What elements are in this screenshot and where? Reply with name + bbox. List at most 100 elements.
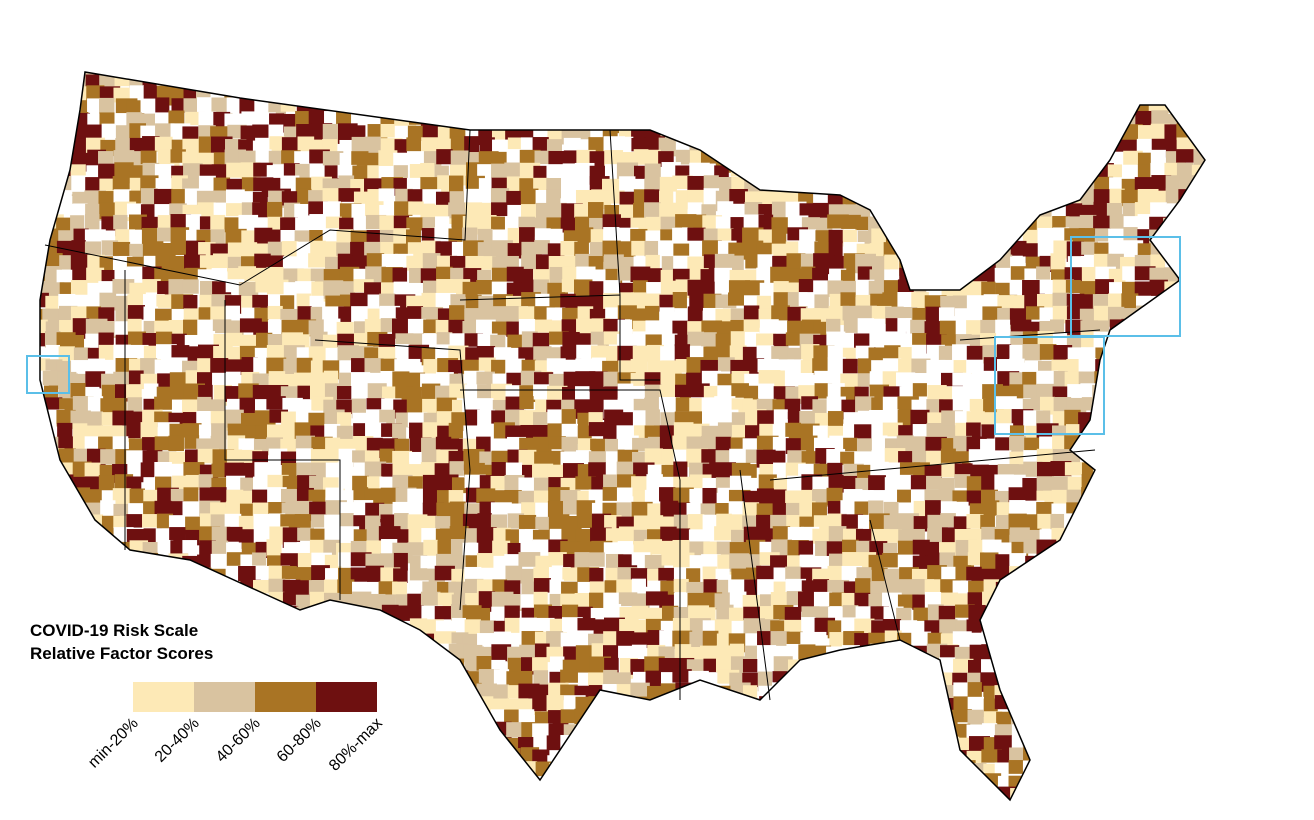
county <box>675 190 691 205</box>
county <box>435 372 454 387</box>
county <box>855 799 875 800</box>
county <box>1106 477 1125 492</box>
county <box>941 137 959 158</box>
county <box>380 659 402 673</box>
county <box>743 735 760 752</box>
county <box>56 786 74 800</box>
county <box>379 448 394 463</box>
county <box>1207 61 1225 80</box>
county <box>113 799 135 800</box>
county <box>364 318 385 337</box>
county <box>868 672 888 686</box>
county <box>885 724 900 741</box>
county <box>604 72 624 82</box>
county <box>154 593 171 608</box>
county <box>337 333 359 347</box>
county <box>142 279 161 293</box>
county <box>1009 566 1029 586</box>
legend-swatch <box>316 682 377 712</box>
county <box>1193 488 1205 507</box>
county <box>1037 749 1055 770</box>
county <box>687 72 705 80</box>
county <box>226 617 248 633</box>
county <box>40 711 45 733</box>
county <box>294 203 309 220</box>
county <box>224 409 244 428</box>
county <box>1023 578 1043 593</box>
county <box>490 749 508 767</box>
county <box>703 748 723 763</box>
county <box>785 87 801 101</box>
county <box>645 802 662 820</box>
county <box>840 292 856 308</box>
county <box>1108 397 1127 416</box>
county <box>770 149 788 166</box>
county <box>1079 110 1097 128</box>
county <box>547 72 564 80</box>
county <box>213 657 236 677</box>
county <box>1065 657 1087 678</box>
county <box>408 643 429 664</box>
county <box>897 763 912 781</box>
county <box>112 279 135 294</box>
county <box>883 125 904 144</box>
county <box>198 136 213 157</box>
county <box>910 475 927 492</box>
county <box>450 73 472 91</box>
county <box>548 150 565 169</box>
county <box>392 656 410 677</box>
county <box>211 268 227 283</box>
county <box>854 723 873 744</box>
county <box>1024 799 1046 800</box>
county <box>773 802 793 818</box>
county <box>1023 177 1044 199</box>
county <box>1191 775 1205 793</box>
county <box>952 113 968 128</box>
county <box>421 708 438 724</box>
county <box>644 189 660 206</box>
county <box>644 202 661 220</box>
county <box>729 136 745 153</box>
county <box>1148 672 1164 687</box>
county <box>1094 422 1117 440</box>
county <box>394 201 413 216</box>
county <box>982 138 998 156</box>
county <box>644 788 663 800</box>
county <box>40 358 51 373</box>
county <box>770 723 786 741</box>
county <box>465 294 482 310</box>
county <box>40 347 51 362</box>
county <box>1050 721 1069 738</box>
county <box>1009 152 1029 171</box>
county <box>882 761 902 777</box>
county <box>1204 565 1205 580</box>
county <box>701 708 722 722</box>
county <box>731 710 747 726</box>
legend-swatch <box>194 682 255 712</box>
county <box>994 228 1014 246</box>
county <box>434 684 450 699</box>
county <box>45 295 61 312</box>
county <box>1208 490 1226 504</box>
county <box>1052 216 1070 232</box>
county <box>1081 670 1097 685</box>
county <box>952 229 975 246</box>
county <box>645 409 660 430</box>
county <box>269 72 289 89</box>
county <box>395 682 415 702</box>
county <box>154 136 173 152</box>
county <box>1207 747 1228 767</box>
county <box>297 306 312 321</box>
county <box>1036 581 1053 603</box>
county <box>380 773 396 793</box>
county <box>1094 656 1116 671</box>
county <box>883 786 898 800</box>
county <box>406 72 422 73</box>
county <box>926 266 943 284</box>
county <box>336 242 354 256</box>
county <box>185 789 207 800</box>
county <box>297 633 318 647</box>
county <box>967 149 988 166</box>
county <box>154 776 170 791</box>
county <box>240 646 261 665</box>
